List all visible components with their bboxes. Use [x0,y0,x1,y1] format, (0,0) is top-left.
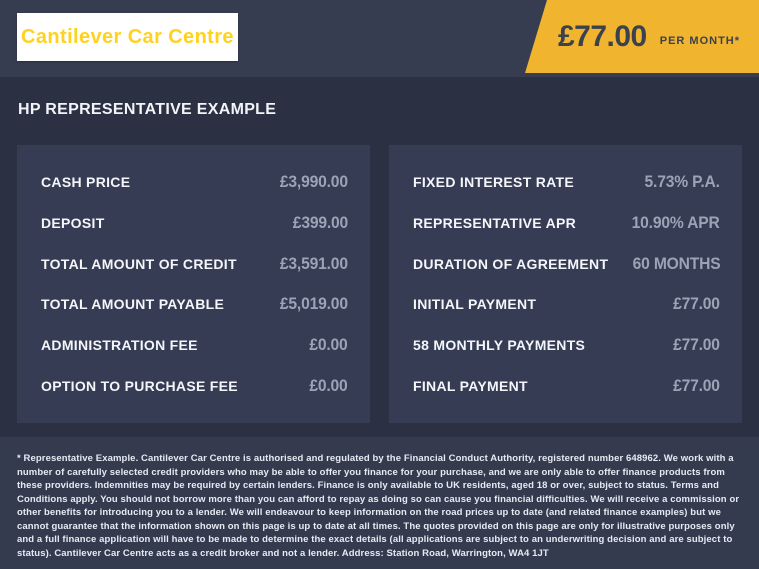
dealer-logo: Cantilever Car Centre [17,13,238,61]
row-label: ADMINISTRATION FEE [41,337,198,354]
row-value: £5,019.00 [280,294,348,314]
row-value: £3,591.00 [280,253,348,273]
legal-disclaimer-text: * Representative Example. Cantilever Car… [17,453,740,559]
row-label: TOTAL AMOUNT OF CREDIT [41,255,237,272]
finance-row-monthly-payments: 58 MONTHLY PAYMENTS £77.00 [413,325,720,366]
finance-row-interest-rate: FIXED INTEREST RATE 5.73% P.A. [413,162,720,203]
finance-row-deposit: DEPOSIT £399.00 [41,203,348,244]
row-label: FINAL PAYMENT [413,377,528,394]
finance-row-duration: DURATION OF AGREEMENT 60 MONTHS [413,243,720,284]
page-title: HP REPRESENTATIVE EXAMPLE [18,101,277,118]
row-value: £399.00 [292,213,348,232]
monthly-price-banner: £77.00 PER MONTH* [525,0,759,73]
row-value: £77.00 [673,375,720,395]
finance-panels: CASH PRICE £3,990.00 DEPOSIT £399.00 TOT… [0,119,759,423]
finance-row-admin-fee: ADMINISTRATION FEE £0.00 [41,325,348,366]
row-label: 58 MONTHLY PAYMENTS [413,337,586,354]
row-label: DURATION OF AGREEMENT [413,255,609,272]
row-label: REPRESENTATIVE APR [413,215,577,231]
row-label: INITIAL PAYMENT [413,296,537,313]
footer-band: * Representative Example. Cantilever Car… [0,437,759,569]
header-band: Cantilever Car Centre £77.00 PER MONTH* [0,0,759,77]
row-label: TOTAL AMOUNT PAYABLE [41,296,225,313]
finance-row-cash-price: CASH PRICE £3,990.00 [41,162,348,203]
finance-row-total-credit: TOTAL AMOUNT OF CREDIT £3,591.00 [41,243,348,284]
row-value: £3,990.00 [280,172,348,192]
finance-panel-left: CASH PRICE £3,990.00 DEPOSIT £399.00 TOT… [17,145,370,423]
row-value: £77.00 [673,335,720,355]
row-value: 5.73% P.A. [644,172,720,192]
row-label: CASH PRICE [41,174,131,191]
row-value: 60 MONTHS [632,253,720,273]
row-value: £0.00 [309,375,348,395]
finance-row-initial-payment: INITIAL PAYMENT £77.00 [413,284,720,325]
finance-example-section: HP REPRESENTATIVE EXAMPLE CASH PRICE £3,… [0,77,759,437]
finance-row-option-fee: OPTION TO PURCHASE FEE £0.00 [41,365,348,406]
dealer-logo-text: Cantilever Car Centre [21,25,234,48]
row-label: FIXED INTEREST RATE [413,174,575,191]
row-label: OPTION TO PURCHASE FEE [41,377,238,394]
row-value: £0.00 [309,335,348,355]
row-label: DEPOSIT [41,215,105,231]
row-value: £77.00 [673,294,720,314]
finance-row-apr: REPRESENTATIVE APR 10.90% APR [413,203,720,244]
monthly-price-amount: £77.00 [557,19,647,53]
row-value: 10.90% APR [631,213,720,232]
finance-row-final-payment: FINAL PAYMENT £77.00 [413,365,720,406]
finance-row-total-payable: TOTAL AMOUNT PAYABLE £5,019.00 [41,284,348,325]
monthly-price-period: PER MONTH* [659,35,741,47]
finance-panel-right: FIXED INTEREST RATE 5.73% P.A. REPRESENT… [389,145,742,423]
